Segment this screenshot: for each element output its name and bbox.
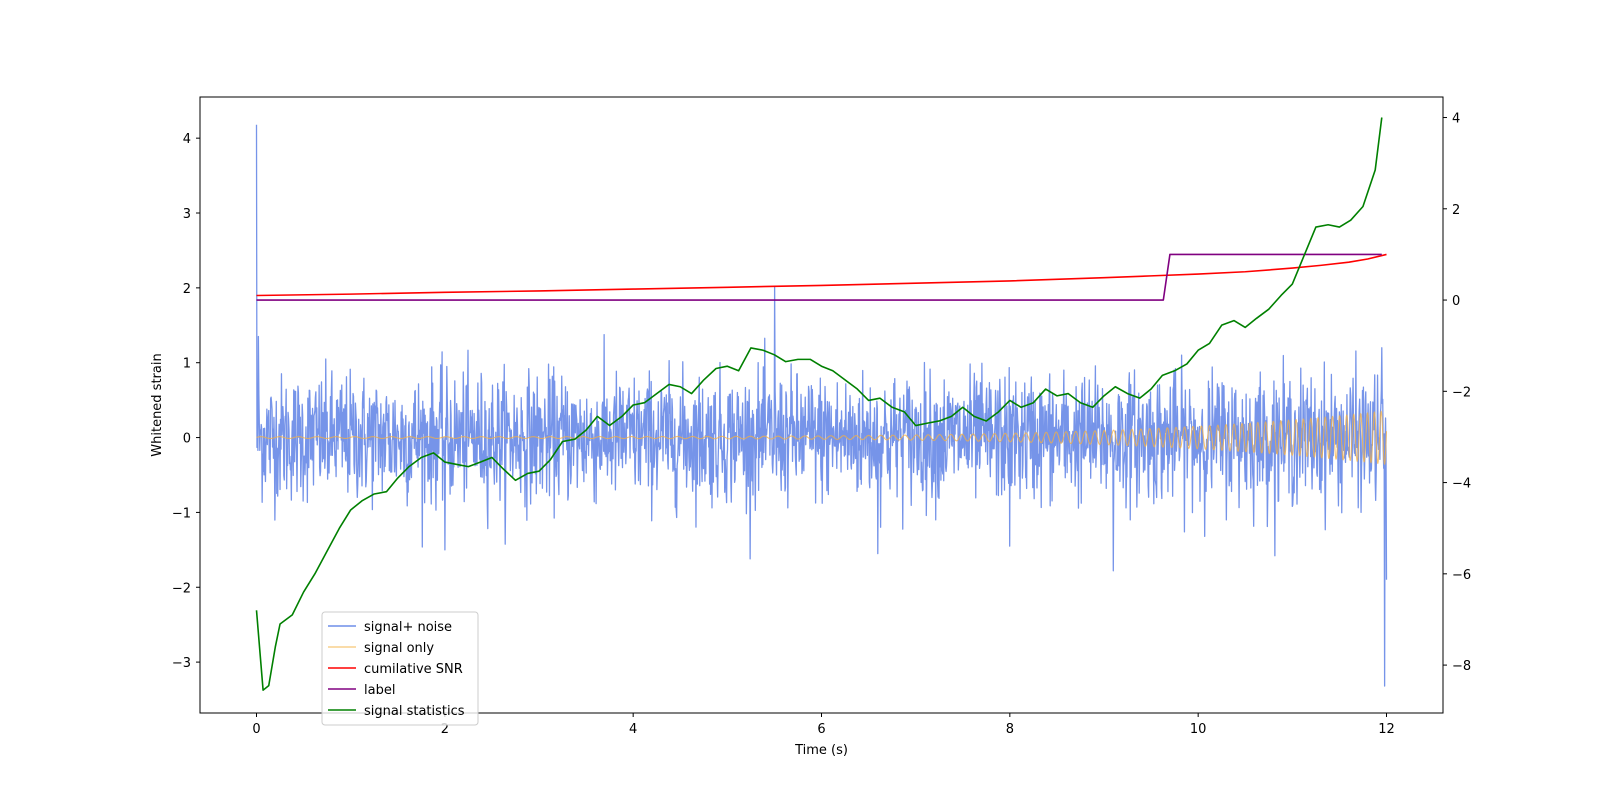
legend-box (321, 611, 479, 726)
legend-label: cumilative SNR (364, 662, 463, 677)
x-axis-label: Time (s) (794, 743, 848, 758)
y-tick-label: 0 (183, 432, 191, 447)
y2-tick-label: −8 (1452, 659, 1471, 674)
y-tick-label: −1 (172, 506, 191, 521)
x-tick-label: 12 (1378, 722, 1395, 737)
y2-tick-label: −4 (1452, 477, 1471, 492)
series-line-cumilative-snr (256, 253, 1387, 297)
y-tick-label: −2 (172, 581, 191, 596)
y-tick-label: −3 (172, 656, 191, 671)
legend-label: label (364, 683, 395, 698)
y-tick-label: 2 (183, 282, 191, 297)
legend: signal+ noise signal only cumilative SNR la… (321, 611, 479, 726)
x-tick-label: 2 (441, 722, 449, 737)
y2-tick-label: −2 (1452, 385, 1471, 400)
x-tick-label: 4 (629, 722, 637, 737)
y-tick-label: 3 (183, 207, 191, 222)
x-tick-label: 6 (817, 722, 825, 737)
y-axis-left: 4 3 2 1 0 −1 −2 −3 (172, 132, 200, 671)
legend-label: signal only (364, 641, 434, 656)
y-axis-label: Whitened strain (150, 353, 165, 456)
y2-tick-label: 0 (1452, 294, 1460, 309)
series-layer (255, 117, 1388, 691)
y2-tick-label: 4 (1452, 112, 1460, 127)
x-tick-label: 10 (1190, 722, 1207, 737)
series-line-label (256, 253, 1382, 301)
y2-tick-label: −6 (1452, 568, 1471, 583)
x-tick-label: 8 (1006, 722, 1014, 737)
legend-label: signal statistics (364, 704, 465, 719)
series-line-signal-only (256, 410, 1388, 465)
legend-label: signal+ noise (364, 620, 452, 635)
y-tick-label: 4 (183, 132, 191, 147)
y-axis-right: 4 2 0 −2 −4 −6 −8 (1443, 112, 1471, 674)
y2-tick-label: 2 (1452, 203, 1460, 218)
series-line-signal-statistics (255, 117, 1383, 691)
series-line-signal-noise (255, 124, 1388, 687)
y-tick-label: 1 (183, 357, 191, 372)
x-tick-label: 0 (252, 722, 260, 737)
